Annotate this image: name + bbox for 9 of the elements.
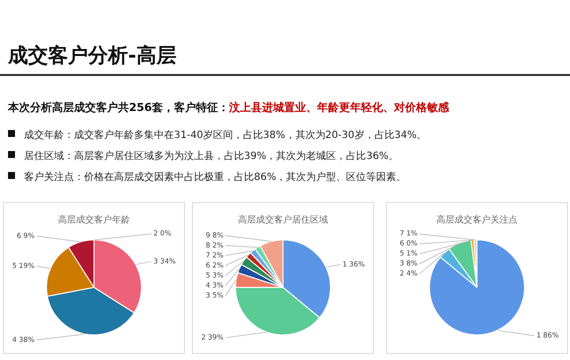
text: 本次分析高层成交客户共256套，客户特征： [8, 101, 229, 114]
text: 居住区域：高层客户居住区域多为为汶上县，占比39%，其次为老城区，占比36%。 [23, 150, 400, 164]
chart-title: 高层成交客户年龄 [58, 214, 130, 226]
text: 客户关注点：价格在高层成交因素中占比极重，占比86%，其次为户型、区位等因素。 [23, 170, 408, 185]
text: 成交客户分析-高层 [8, 42, 176, 69]
text: 汶上县进城置业、年龄更年轻化、对价格敏感 [228, 101, 449, 114]
text: 成交年龄：成交客户年龄多集中在31-40岁区间，占比38%，其次为20-30岁，占比34%。 [23, 128, 427, 143]
chart-title: 高层成交客户居住区域 [238, 214, 328, 226]
chart-title: 高层成交客户关注点 [436, 214, 518, 226]
